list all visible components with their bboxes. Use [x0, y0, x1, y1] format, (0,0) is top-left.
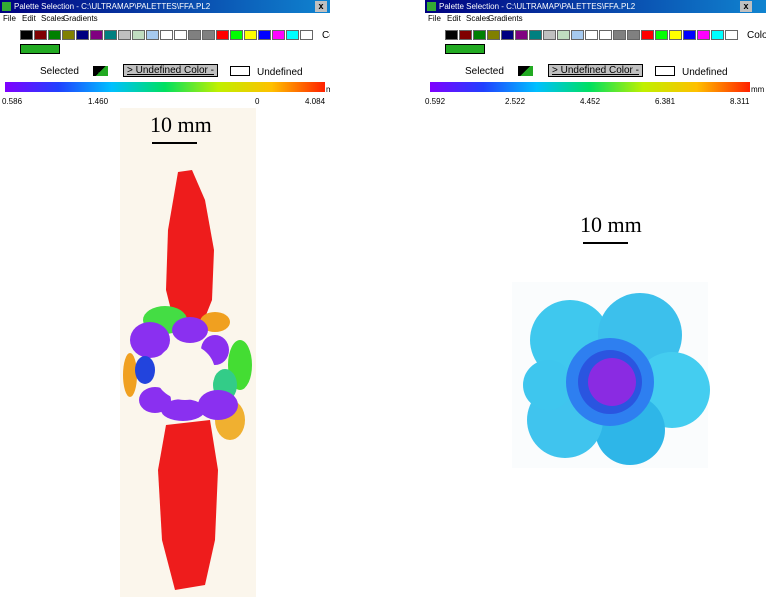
scale-label: 4.084	[305, 97, 325, 106]
color-swatch	[286, 30, 299, 40]
menu-item: Scales	[41, 14, 65, 23]
color-swatch	[104, 30, 117, 40]
selected-label: Selected	[40, 66, 79, 77]
color-swatch	[669, 30, 682, 40]
undefined-label: Undefined	[257, 67, 303, 78]
color-swatch	[258, 30, 271, 40]
undefined-swatch	[230, 66, 250, 76]
color-swatch	[244, 30, 257, 40]
scale-label: 10 mm	[150, 112, 212, 138]
menu-item: Edit	[447, 14, 461, 23]
scale-label: 6.381	[655, 97, 675, 106]
color-swatch	[473, 30, 486, 40]
scale-label: 2.522	[505, 97, 525, 106]
selected-label: Selected	[465, 66, 504, 77]
unit-label: mm	[751, 85, 764, 94]
window-icon	[2, 2, 11, 11]
color-swatch	[160, 30, 173, 40]
color-swatch	[230, 30, 243, 40]
color-swatch	[711, 30, 724, 40]
undefined-label: Undefined	[682, 67, 728, 78]
scale-label: 1.460	[88, 97, 108, 106]
color-swatch	[62, 30, 75, 40]
color-swatch	[48, 30, 61, 40]
title-bar: Palette Selection - C:\ULTRAMAP\PALETTES…	[425, 0, 766, 13]
scale-bar	[152, 142, 197, 144]
color-swatch	[641, 30, 654, 40]
color-swatch	[725, 30, 738, 40]
color-swatch	[585, 30, 598, 40]
color-swatch	[300, 30, 313, 40]
palette-window: Palette Selection - C:\ULTRAMAP\PALETTES…	[0, 0, 330, 108]
color-swatch	[118, 30, 131, 40]
palette-window: Palette Selection - C:\ULTRAMAP\PALETTES…	[425, 0, 766, 108]
menu-item: File	[3, 14, 16, 23]
menu-item: Gradients	[63, 14, 98, 23]
color-swatch	[272, 30, 285, 40]
undefined-color-button: > Undefined Color -	[548, 64, 643, 77]
color-swatch	[515, 30, 528, 40]
title-bar: Palette Selection - C:\ULTRAMAP\PALETTES…	[0, 0, 330, 13]
scale-bar	[583, 242, 628, 244]
gradient-bar	[430, 82, 750, 92]
color-swatch	[90, 30, 103, 40]
color-swatch	[683, 30, 696, 40]
color-swatch	[132, 30, 145, 40]
gradient-swatch	[20, 44, 60, 54]
color-swatch	[627, 30, 640, 40]
color-swatch	[543, 30, 556, 40]
color-swatch	[34, 30, 47, 40]
gradient-bar	[5, 82, 325, 92]
scale-label: 8.311	[730, 97, 749, 106]
unit-label: mm	[326, 85, 330, 94]
scale-label: 0.586	[2, 97, 22, 106]
color-swatch	[445, 30, 458, 40]
colors-label: Colors	[322, 30, 330, 41]
color-swatch	[188, 30, 201, 40]
scale-label: 0.592	[425, 97, 445, 106]
scale-label: 4.452	[580, 97, 600, 106]
close-button: x	[315, 1, 327, 12]
undefined-color-button: > Undefined Color -	[123, 64, 218, 77]
color-swatch	[571, 30, 584, 40]
color-swatch	[557, 30, 570, 40]
close-button: x	[740, 1, 752, 12]
selected-swatch	[518, 66, 533, 76]
menu-item: Gradients	[488, 14, 523, 23]
color-swatch	[529, 30, 542, 40]
color-swatch	[501, 30, 514, 40]
color-swatch	[146, 30, 159, 40]
menu-item: Edit	[22, 14, 36, 23]
window-icon	[427, 2, 436, 11]
selected-swatch	[93, 66, 108, 76]
color-swatch	[216, 30, 229, 40]
menu-item: Scales	[466, 14, 490, 23]
color-swatch	[487, 30, 500, 40]
color-swatch	[599, 30, 612, 40]
color-swatch	[697, 30, 710, 40]
scale-label: 10 mm	[580, 212, 642, 238]
color-swatch	[655, 30, 668, 40]
undefined-swatch	[655, 66, 675, 76]
color-swatch	[459, 30, 472, 40]
right-specimen	[512, 282, 710, 468]
color-swatch	[202, 30, 215, 40]
gradient-swatch	[445, 44, 485, 54]
color-swatch	[174, 30, 187, 40]
page: 10 mm 10 mm (() => { const data = JSON.p…	[0, 0, 766, 597]
scale-label: 0	[255, 97, 259, 106]
left-specimen	[120, 105, 256, 597]
color-swatch	[20, 30, 33, 40]
menu-item: File	[428, 14, 441, 23]
color-swatch	[613, 30, 626, 40]
colors-label: Colors	[747, 30, 766, 41]
color-swatch	[76, 30, 89, 40]
